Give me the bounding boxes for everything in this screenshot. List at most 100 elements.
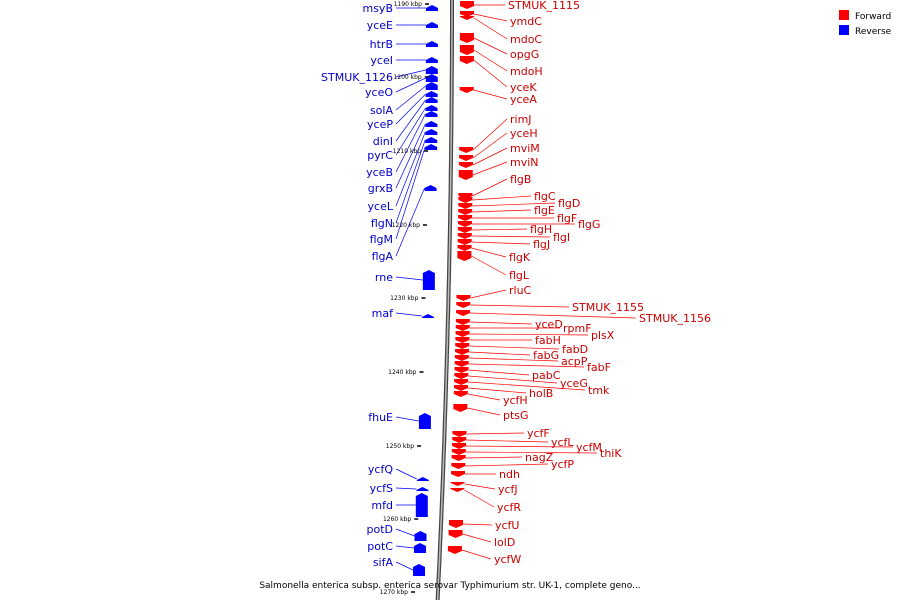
forward-gene-label[interactable]: ycfU: [495, 519, 519, 532]
forward-gene-feature: [451, 471, 466, 477]
forward-gene-label[interactable]: flgI: [553, 231, 570, 244]
reverse-gene-label[interactable]: flgM: [370, 233, 393, 246]
forward-gene-label[interactable]: yceA: [510, 93, 537, 106]
reverse-gene-label[interactable]: dinI: [373, 135, 393, 148]
forward-gene-label[interactable]: flgC: [534, 190, 556, 203]
forward-gene-label[interactable]: ymdC: [510, 15, 542, 28]
forward-gene-feature: [454, 367, 469, 373]
forward-gene-label[interactable]: nagZ: [525, 451, 554, 464]
forward-gene-feature: [455, 319, 470, 325]
forward-gene-label[interactable]: yceD: [535, 318, 563, 331]
forward-gene-leader: [472, 161, 508, 176]
forward-gene-label[interactable]: acpP: [561, 355, 588, 368]
tick-label: 1270 kbp: [380, 589, 408, 596]
forward-gene-leader: [471, 235, 551, 238]
forward-gene-label[interactable]: pabC: [532, 369, 561, 382]
reverse-gene-label[interactable]: pyrC: [367, 149, 393, 162]
forward-gene-label[interactable]: flgD: [558, 197, 580, 210]
reverse-gene-leader: [395, 416, 419, 422]
forward-gene-label[interactable]: fabF: [587, 361, 611, 374]
forward-gene-feature: [459, 45, 474, 55]
reverse-gene-leader: [395, 528, 415, 537]
reverse-gene-label[interactable]: yceB: [366, 166, 393, 179]
reverse-gene-leader: [395, 131, 426, 207]
forward-gene-label[interactable]: STMUK_1155: [572, 301, 644, 314]
forward-gene-label[interactable]: flgG: [578, 218, 600, 231]
forward-gene-label[interactable]: STMUK_1115: [508, 0, 580, 12]
reverse-gene-label[interactable]: potC: [367, 540, 393, 553]
reverse-gene-label[interactable]: yceL: [368, 200, 394, 213]
forward-gene-label[interactable]: flgF: [557, 212, 577, 225]
reverse-gene-feature: [425, 97, 438, 103]
forward-gene-label[interactable]: flgL: [509, 269, 530, 282]
forward-gene-label[interactable]: flgH: [530, 223, 552, 236]
forward-gene-label[interactable]: tmk: [588, 384, 610, 397]
forward-gene-label[interactable]: fabD: [562, 343, 588, 356]
forward-gene-leader: [461, 549, 492, 560]
reverse-gene-label[interactable]: yceP: [367, 118, 393, 131]
forward-gene-label[interactable]: yceH: [510, 127, 538, 140]
forward-gene-label[interactable]: flgE: [534, 204, 555, 217]
forward-gene-label[interactable]: rluC: [509, 284, 532, 297]
forward-gene-leader: [468, 363, 585, 368]
reverse-gene-label[interactable]: potD: [367, 523, 394, 536]
forward-gene-label[interactable]: holB: [529, 387, 553, 400]
forward-gene-feature: [457, 245, 472, 251]
reverse-gene-label[interactable]: STMUK_1126: [321, 71, 393, 84]
forward-gene-label[interactable]: STMUK_1156: [639, 312, 711, 325]
forward-gene-label[interactable]: yceG: [560, 377, 588, 390]
forward-gene-label[interactable]: ycfH: [503, 394, 528, 407]
forward-gene-label[interactable]: ycfM: [576, 441, 602, 454]
forward-gene-label[interactable]: rpmF: [563, 322, 592, 335]
forward-gene-label[interactable]: ycfW: [494, 553, 521, 566]
reverse-gene-label[interactable]: sifA: [373, 556, 394, 569]
forward-gene-label[interactable]: mviN: [510, 156, 539, 169]
forward-gene-label[interactable]: mdoH: [510, 65, 543, 78]
reverse-gene-label[interactable]: grxB: [368, 182, 393, 195]
reverse-gene-label[interactable]: yceE: [367, 19, 393, 32]
reverse-gene-label[interactable]: solA: [370, 104, 394, 117]
tick-label: 1230 kbp: [390, 295, 418, 302]
reverse-gene-label[interactable]: rne: [375, 271, 393, 284]
reverse-gene-label[interactable]: maf: [372, 307, 394, 320]
forward-gene-label[interactable]: ptsG: [503, 409, 529, 422]
legend-label: Reverse: [855, 27, 892, 37]
reverse-gene-feature: [425, 82, 438, 90]
forward-gene-leader: [470, 289, 507, 299]
forward-gene-label[interactable]: thiK: [600, 447, 622, 460]
forward-gene-label[interactable]: mviM: [510, 142, 540, 155]
reverse-gene-label[interactable]: mfd: [371, 499, 393, 512]
forward-gene-label[interactable]: ycfL: [551, 436, 574, 449]
forward-gene-label[interactable]: ycfR: [497, 501, 521, 514]
forward-gene-label[interactable]: mdoC: [510, 33, 542, 46]
forward-gene-feature: [458, 162, 473, 168]
forward-gene-label[interactable]: flgK: [509, 251, 531, 264]
forward-gene-label[interactable]: plsX: [591, 329, 615, 342]
reverse-gene-label[interactable]: yceO: [365, 86, 393, 99]
forward-gene-label[interactable]: lolD: [494, 536, 515, 549]
forward-gene-label[interactable]: flgB: [510, 173, 531, 186]
reverse-gene-label[interactable]: msyB: [362, 2, 393, 15]
reverse-gene-feature: [416, 487, 429, 491]
forward-gene-label[interactable]: yceK: [510, 81, 537, 94]
forward-gene-label[interactable]: fabG: [533, 349, 559, 362]
forward-gene-label[interactable]: ycfF: [527, 427, 550, 440]
forward-gene-label[interactable]: ycfP: [551, 458, 574, 471]
forward-gene-label[interactable]: opgG: [510, 48, 539, 61]
tick-label: 1210 kbp: [393, 148, 421, 155]
forward-gene-label[interactable]: ycfJ: [498, 483, 518, 496]
forward-gene-label[interactable]: fabH: [535, 334, 561, 347]
forward-gene-label[interactable]: ndh: [499, 468, 520, 481]
reverse-gene-label[interactable]: ycfQ: [368, 463, 393, 476]
reverse-gene-leader: [395, 99, 426, 142]
reverse-gene-label[interactable]: ycfS: [370, 482, 393, 495]
reverse-gene-label[interactable]: flgN: [371, 217, 393, 230]
forward-gene-label[interactable]: rimJ: [510, 113, 532, 126]
forward-gene-leader: [464, 489, 495, 508]
reverse-gene-label[interactable]: flgA: [372, 250, 394, 263]
forward-gene-label[interactable]: flgJ: [533, 238, 550, 251]
reverse-gene-feature: [425, 137, 438, 143]
reverse-gene-label[interactable]: htrB: [370, 38, 393, 51]
reverse-gene-label[interactable]: yceI: [370, 54, 393, 67]
reverse-gene-label[interactable]: fhuE: [368, 411, 393, 424]
